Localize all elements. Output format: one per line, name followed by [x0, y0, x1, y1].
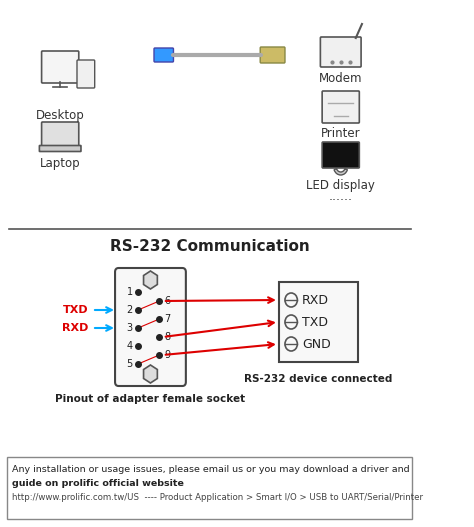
- Text: 2: 2: [127, 305, 133, 315]
- Text: 1: 1: [127, 287, 133, 297]
- Text: Pinout of adapter female socket: Pinout of adapter female socket: [55, 394, 246, 404]
- Circle shape: [285, 337, 297, 351]
- FancyBboxPatch shape: [154, 48, 173, 62]
- FancyBboxPatch shape: [260, 47, 285, 63]
- Text: LED display: LED display: [306, 179, 375, 192]
- FancyBboxPatch shape: [77, 60, 95, 88]
- FancyBboxPatch shape: [39, 145, 81, 151]
- Text: RS-232 Communication: RS-232 Communication: [110, 239, 310, 254]
- Text: TXD: TXD: [63, 305, 89, 315]
- Text: guide on prolific official website: guide on prolific official website: [12, 479, 184, 488]
- Text: RS-232 device connected: RS-232 device connected: [245, 374, 393, 384]
- Text: Desktop: Desktop: [36, 109, 84, 122]
- Text: 4: 4: [127, 341, 133, 351]
- Text: Modem: Modem: [319, 72, 363, 85]
- FancyBboxPatch shape: [42, 122, 79, 148]
- Text: Any installation or usage issues, please email us or you may download a driver a: Any installation or usage issues, please…: [12, 465, 410, 474]
- Text: 8: 8: [164, 332, 171, 342]
- Text: 7: 7: [164, 314, 171, 324]
- Text: http://www.prolific.com.tw/US  ---- Product Application > Smart I/O > USB to UAR: http://www.prolific.com.tw/US ---- Produ…: [12, 493, 423, 502]
- FancyBboxPatch shape: [322, 142, 359, 168]
- FancyBboxPatch shape: [320, 37, 361, 67]
- Text: ......: ......: [329, 190, 353, 203]
- Text: TXD: TXD: [302, 316, 328, 328]
- Text: 3: 3: [127, 323, 133, 333]
- Text: Laptop: Laptop: [40, 157, 81, 170]
- Text: 6: 6: [164, 296, 171, 306]
- FancyBboxPatch shape: [7, 457, 412, 519]
- Circle shape: [285, 315, 297, 329]
- FancyBboxPatch shape: [322, 91, 359, 123]
- Text: Printer: Printer: [321, 127, 361, 140]
- Text: 5: 5: [127, 359, 133, 369]
- FancyBboxPatch shape: [115, 268, 186, 386]
- Wedge shape: [334, 169, 347, 175]
- FancyBboxPatch shape: [42, 51, 79, 83]
- Text: RXD: RXD: [62, 323, 89, 333]
- FancyBboxPatch shape: [279, 282, 358, 362]
- Text: 9: 9: [164, 350, 171, 360]
- Text: RXD: RXD: [302, 294, 329, 307]
- Text: GND: GND: [302, 337, 330, 350]
- Circle shape: [285, 293, 297, 307]
